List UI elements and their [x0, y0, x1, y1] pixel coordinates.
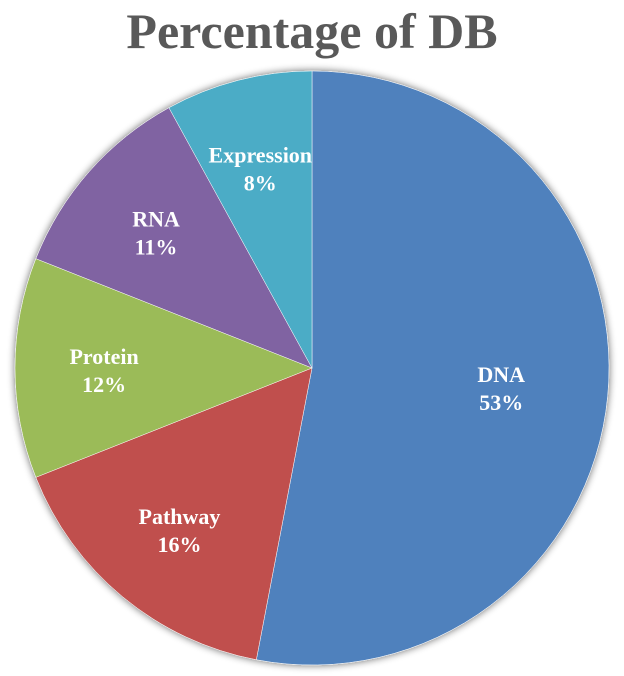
slice-category-label: DNA: [477, 362, 525, 387]
slice-percent-label: 8%: [244, 171, 277, 196]
chart-title: Percentage of DB: [126, 3, 498, 59]
pie-slice-protein: [14, 258, 313, 478]
pie-slice-dna: [256, 70, 610, 666]
slice-percent-label: 16%: [157, 532, 201, 557]
pie-slice-pathway: [35, 367, 313, 661]
slice-percent-label: 12%: [82, 372, 126, 397]
slice-percent-label: 53%: [479, 390, 523, 415]
pie-slice-expression: [168, 70, 313, 369]
slice-category-label: Protein: [69, 344, 138, 369]
slice-category-label: Pathway: [139, 504, 221, 529]
pie-slice-rna: [35, 107, 313, 369]
slice-category-label: Expression: [209, 143, 313, 168]
slice-category-label: RNA: [132, 207, 180, 232]
slice-percent-label: 11%: [135, 235, 178, 260]
